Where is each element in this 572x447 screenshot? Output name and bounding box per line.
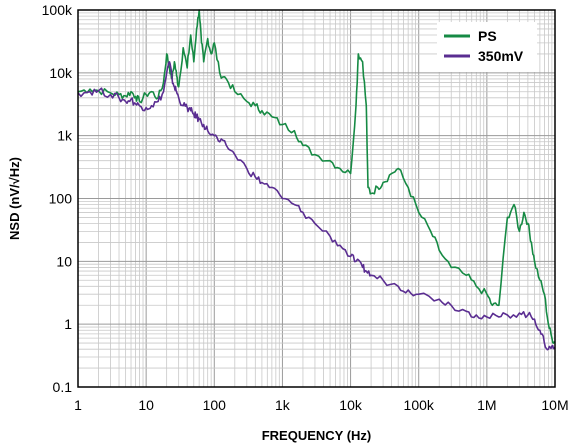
series-layer: [77, 9, 556, 351]
plot-frame: [77, 9, 556, 388]
x-tick-label: 100k: [404, 397, 435, 413]
grid: [77, 10, 555, 388]
y-tick-label: 10: [56, 253, 72, 269]
x-tick-label: 10: [138, 397, 154, 413]
y-tick-label: 10k: [49, 65, 73, 81]
y-tick-label: 100k: [42, 2, 73, 18]
x-tick-label: 10M: [541, 397, 568, 413]
legend-label-ps: PS: [478, 28, 497, 44]
x-axis-title: FREQUENCY (Hz): [262, 428, 372, 443]
x-tick-label: 100: [203, 397, 227, 413]
x-tick-labels: 1 10 100 1k 10k 100k 1M 10M: [74, 397, 569, 413]
x-tick-label: 1: [74, 397, 82, 413]
y-tick-label: 1k: [57, 128, 73, 144]
y-tick-labels: 0.1 1 10 100 1k 10k 100k: [42, 2, 73, 395]
series-line-350mv: [77, 61, 556, 351]
series-line-ps: [77, 9, 556, 344]
y-tick-label: 0.1: [53, 379, 73, 395]
legend-label-350mv: 350mV: [478, 48, 524, 64]
y-tick-label: 100: [49, 191, 73, 207]
y-tick-label: 1: [64, 316, 72, 332]
y-axis-title: NSD (nV/√Hz): [7, 157, 22, 240]
legend: PS 350mV: [437, 22, 537, 72]
x-tick-label: 10k: [339, 397, 363, 413]
x-tick-label: 1k: [275, 397, 291, 413]
x-tick-label: 1M: [477, 397, 496, 413]
legend-box: [437, 22, 537, 72]
